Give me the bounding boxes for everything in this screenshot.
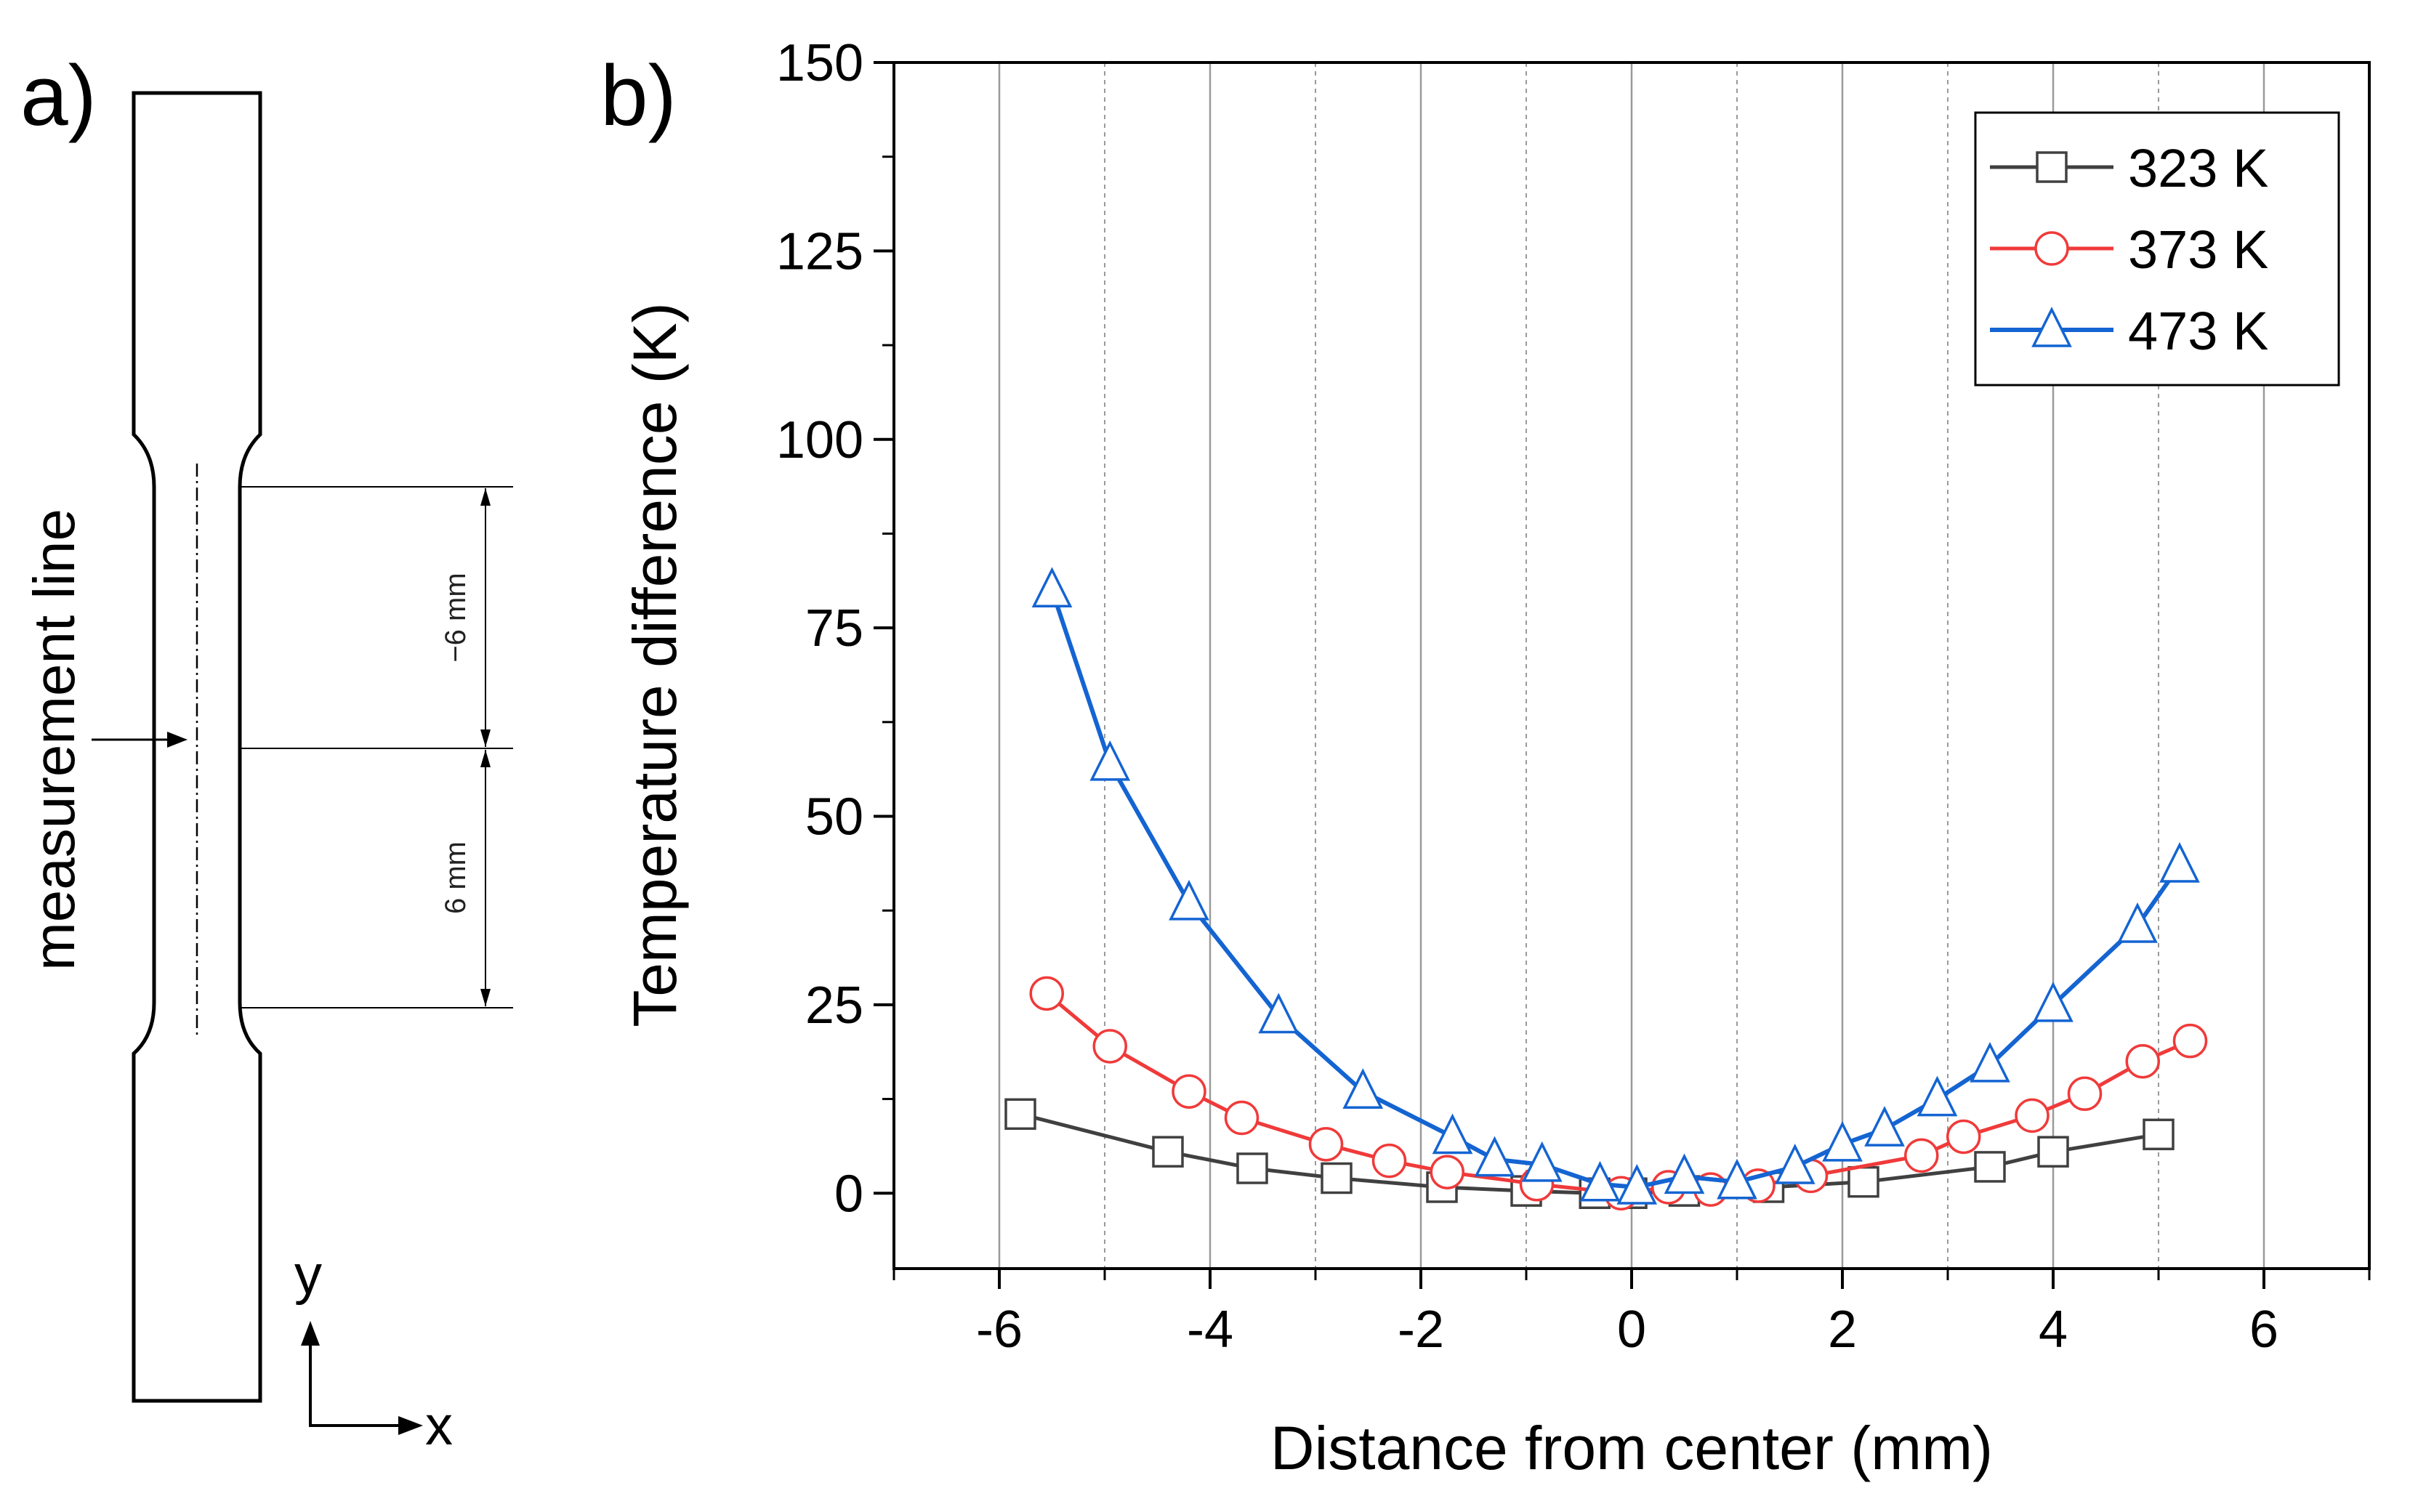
data-point	[1224, 1100, 1260, 1136]
y-tick-label: 0	[834, 1165, 863, 1223]
data-point	[2033, 981, 2074, 1022]
coord-x-label: x	[425, 1395, 453, 1457]
data-point	[1917, 1075, 1958, 1117]
data-point	[1031, 567, 1073, 607]
x-tick-label: -4	[1187, 1301, 1233, 1359]
chart-series	[1004, 567, 2208, 1210]
dim-arrow-2	[480, 729, 491, 747]
legend-label: 373 K	[2128, 219, 2268, 280]
specimen-outline	[132, 91, 262, 1403]
data-point	[1822, 1120, 1863, 1162]
data-point	[1258, 992, 1299, 1034]
x-tick-label: 2	[1828, 1301, 1857, 1359]
data-point	[1864, 1106, 1905, 1147]
data-point	[1904, 1138, 1939, 1173]
data-point	[1432, 1113, 1473, 1155]
y-tick-label: 50	[805, 788, 863, 846]
data-point	[1089, 740, 1131, 781]
x-tick-label: -2	[1398, 1301, 1444, 1359]
data-point	[2159, 842, 2200, 883]
data-point	[1371, 1143, 1407, 1179]
x-tick-label: 0	[1617, 1301, 1646, 1359]
coord-x-arrow	[398, 1416, 423, 1435]
data-point	[2125, 1043, 2160, 1079]
legend-marker	[2036, 151, 2068, 183]
data-point	[1430, 1155, 1464, 1189]
y-tick-label: 75	[805, 599, 863, 658]
series-line	[1049, 589, 2182, 1189]
y-tick-label: 100	[776, 411, 863, 469]
y-axis-title: Temperature difference (K)	[621, 302, 689, 1027]
data-point	[1029, 976, 1064, 1011]
y-tick-label: 125	[776, 222, 863, 280]
data-point	[1946, 1119, 1981, 1155]
data-point	[1717, 1158, 1757, 1200]
panel-a: a) measurement line −6 mm 6 mm y x	[20, 48, 513, 1457]
x-tick-label: 6	[2249, 1301, 2278, 1359]
data-point	[1974, 1151, 2006, 1183]
y-tick-label: 150	[776, 34, 863, 92]
data-point	[1342, 1068, 1384, 1109]
data-point	[2172, 1023, 2208, 1059]
series-473-k	[1031, 567, 2200, 1205]
data-point	[1616, 1164, 1658, 1205]
dim-arrow-4	[480, 989, 491, 1006]
coord-y-label: y	[294, 1244, 322, 1306]
legend-marker	[2031, 307, 2072, 347]
series-373-k	[1029, 976, 2208, 1210]
panel-a-label: a)	[20, 48, 97, 144]
dim-label-upper: −6 mm	[440, 573, 472, 662]
data-point	[1169, 879, 1209, 921]
data-point	[1847, 1165, 1879, 1198]
data-point	[1308, 1127, 1344, 1162]
legend-label: 323 K	[2128, 138, 2268, 198]
data-point	[1664, 1153, 1705, 1194]
data-point	[1474, 1136, 1515, 1177]
legend-marker	[2034, 231, 2069, 266]
data-point	[1970, 1041, 2010, 1083]
data-point	[1236, 1152, 1268, 1184]
dim-arrow-3	[480, 750, 491, 767]
x-tick-label: -6	[976, 1301, 1023, 1359]
data-point	[1092, 1029, 1127, 1064]
measurement-arrow-head	[167, 732, 188, 748]
data-point	[1152, 1136, 1184, 1168]
data-point	[2015, 1098, 2050, 1133]
data-point	[1521, 1141, 1563, 1182]
data-point	[2117, 902, 2158, 943]
data-point	[1579, 1160, 1621, 1202]
chart-axes: -6 -4 -2 0 2 4 6 0 25 50 75 100 125 150	[776, 34, 2371, 1359]
dim-arrow-1	[480, 488, 491, 506]
data-point	[2067, 1076, 2103, 1112]
data-point	[1321, 1162, 1353, 1194]
chart-grid	[998, 62, 2265, 1269]
legend-label: 473 K	[2128, 301, 2268, 361]
legend: 323 K 373 K 473 K	[1974, 111, 2340, 387]
data-point	[1774, 1144, 1815, 1184]
data-point	[2143, 1118, 2175, 1151]
data-point	[1004, 1098, 1036, 1131]
coord-y-arrow	[301, 1321, 320, 1346]
measurement-label: measurement line	[22, 509, 86, 971]
data-point	[2037, 1136, 2069, 1168]
panel-b: b) -6 -4 -2 0 2 4 6 0 25 50 75 100 125 150 Distance f…	[600, 34, 2371, 1482]
x-axis-title: Distance from center (mm)	[1270, 1414, 1993, 1482]
data-point	[1172, 1074, 1206, 1109]
y-tick-label: 25	[805, 977, 863, 1035]
x-tick-label: 4	[2039, 1301, 2068, 1359]
panel-b-label: b)	[600, 48, 677, 144]
dim-label-lower: 6 mm	[440, 841, 472, 914]
